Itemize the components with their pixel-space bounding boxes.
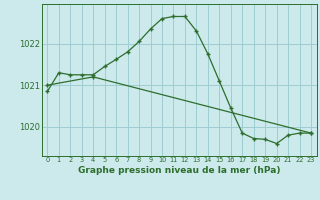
X-axis label: Graphe pression niveau de la mer (hPa): Graphe pression niveau de la mer (hPa) [78, 166, 280, 175]
